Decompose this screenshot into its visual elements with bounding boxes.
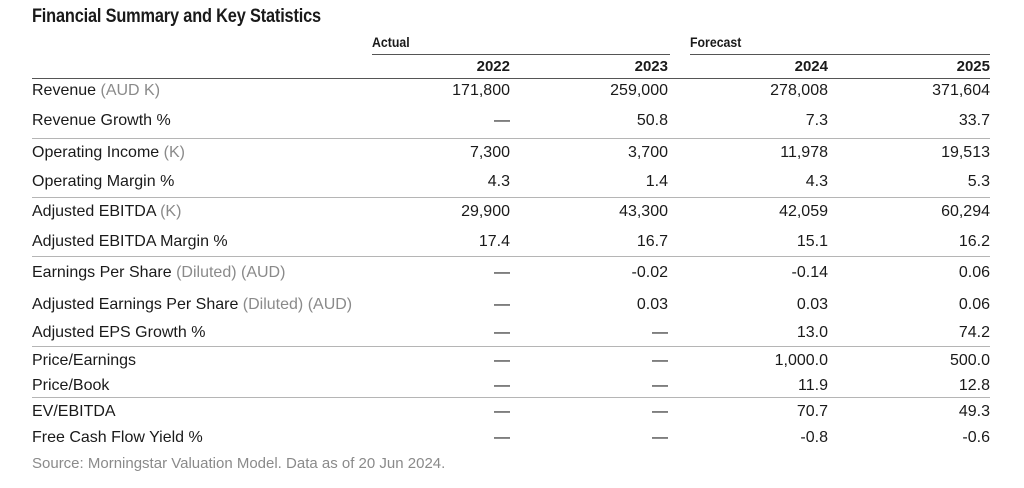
table-cell: 0.06 xyxy=(958,296,990,313)
row-label-unit: (Diluted) (AUD) xyxy=(171,264,286,281)
table-cell: 15.1 xyxy=(796,233,828,250)
row-label: Operating Margin % xyxy=(32,172,174,192)
table-cell: — xyxy=(494,296,510,313)
table-cell: — xyxy=(494,264,510,281)
table-cell: — xyxy=(652,403,668,420)
table-cell: 7.3 xyxy=(805,112,828,129)
row-label-unit: (K) xyxy=(155,203,182,220)
row-label: Revenue Growth % xyxy=(32,111,171,131)
row-divider xyxy=(32,346,990,347)
table-cell: — xyxy=(652,324,668,341)
row-divider xyxy=(32,256,990,257)
table-cell: -0.02 xyxy=(631,264,668,281)
row-divider xyxy=(32,78,990,79)
table-cell: 500.0 xyxy=(949,352,990,369)
table-cell: 50.8 xyxy=(636,112,668,129)
year-header-2022: 2022 xyxy=(476,58,510,75)
row-divider xyxy=(32,397,990,398)
row-divider xyxy=(32,197,990,198)
row-label-text: Earnings Per Share xyxy=(32,264,172,281)
table-cell: 3,700 xyxy=(627,144,668,161)
table-cell: 19,513 xyxy=(941,144,990,161)
page-title: Financial Summary and Key Statistics xyxy=(32,6,321,27)
table-cell: 16.7 xyxy=(636,233,668,250)
table-cell: -0.6 xyxy=(962,429,990,446)
table-cell: 278,008 xyxy=(770,82,828,99)
year-header-2023: 2023 xyxy=(634,58,668,75)
row-label-unit: (K) xyxy=(159,144,185,161)
row-label-unit: (Diluted) (AUD) xyxy=(238,296,353,313)
table-cell: 43,300 xyxy=(619,203,668,220)
row-label: Adjusted EBITDA Margin % xyxy=(32,232,228,252)
row-label: Free Cash Flow Yield % xyxy=(32,428,203,448)
row-label: Adjusted EBITDA (K) xyxy=(32,202,181,222)
table-cell: — xyxy=(494,352,510,369)
year-header-2025: 2025 xyxy=(956,58,990,75)
table-cell: 49.3 xyxy=(958,403,990,420)
row-label: Price/Book xyxy=(32,376,109,396)
table-cell: — xyxy=(652,429,668,446)
table-cell: — xyxy=(494,429,510,446)
table-cell: 171,800 xyxy=(452,82,510,99)
row-label-text: Price/Earnings xyxy=(32,352,137,369)
table-cell: 11,978 xyxy=(780,144,828,161)
row-label: Revenue (AUD K) xyxy=(32,81,160,101)
table-cell: 29,900 xyxy=(461,203,510,220)
table-cell: — xyxy=(494,377,510,394)
row-label-text: Revenue xyxy=(32,82,97,99)
table-cell: 259,000 xyxy=(610,82,668,99)
row-label-text: Adjusted EPS Growth % xyxy=(32,324,206,341)
row-label: Adjusted Earnings Per Share (Diluted) (A… xyxy=(32,295,352,315)
table-cell: 60,294 xyxy=(941,203,990,220)
table-cell: 33.7 xyxy=(958,112,990,129)
actual-group-label: Actual xyxy=(372,34,410,50)
row-label-text: EV/EBITDA xyxy=(32,403,116,420)
table-cell: — xyxy=(652,352,668,369)
row-label: Operating Income (K) xyxy=(32,143,185,163)
row-divider xyxy=(32,138,990,139)
table-cell: 12.8 xyxy=(958,377,990,394)
table-cell: 0.06 xyxy=(958,264,990,281)
row-label: Price/Earnings xyxy=(32,351,136,371)
forecast-group-rule xyxy=(690,54,990,55)
table-cell: 17.4 xyxy=(478,233,510,250)
row-label-text: Adjusted EBITDA Margin % xyxy=(32,233,228,250)
table-cell: -0.8 xyxy=(800,429,828,446)
table-cell: 1,000.0 xyxy=(774,352,828,369)
table-cell: 7,300 xyxy=(469,144,510,161)
table-cell: 0.03 xyxy=(796,296,828,313)
row-label-text: Revenue Growth % xyxy=(32,112,171,129)
row-label-text: Operating Income xyxy=(32,144,160,161)
table-cell: — xyxy=(652,377,668,394)
table-cell: 13.0 xyxy=(796,324,828,341)
table-cell: 4.3 xyxy=(805,173,828,190)
actual-group-rule xyxy=(372,54,670,55)
row-label: Adjusted EPS Growth % xyxy=(32,323,205,343)
table-cell: 0.03 xyxy=(636,296,668,313)
table-cell: 70.7 xyxy=(796,403,828,420)
table-cell: — xyxy=(494,324,510,341)
row-label-text: Adjusted EBITDA xyxy=(32,203,156,220)
row-label-text: Price/Book xyxy=(32,377,110,394)
table-cell: 16.2 xyxy=(958,233,990,250)
year-header-2024: 2024 xyxy=(794,58,828,75)
table-cell: 371,604 xyxy=(932,82,990,99)
table-cell: 4.3 xyxy=(487,173,510,190)
row-label-text: Adjusted Earnings Per Share xyxy=(32,296,239,313)
source-note: Source: Morningstar Valuation Model. Dat… xyxy=(32,455,446,472)
row-label: EV/EBITDA xyxy=(32,402,116,422)
table-cell: 5.3 xyxy=(967,173,990,190)
row-label-text: Operating Margin % xyxy=(32,173,175,190)
table-cell: 1.4 xyxy=(645,173,668,190)
row-label: Earnings Per Share (Diluted) (AUD) xyxy=(32,263,285,283)
table-cell: — xyxy=(494,112,510,129)
table-cell: — xyxy=(494,403,510,420)
table-cell: -0.14 xyxy=(791,264,828,281)
table-cell: 42,059 xyxy=(779,203,828,220)
table-cell: 74.2 xyxy=(958,324,990,341)
row-label-text: Free Cash Flow Yield % xyxy=(32,429,203,446)
row-label-unit: (AUD K) xyxy=(96,82,161,99)
forecast-group-label: Forecast xyxy=(690,34,742,50)
table-cell: 11.9 xyxy=(798,377,828,394)
